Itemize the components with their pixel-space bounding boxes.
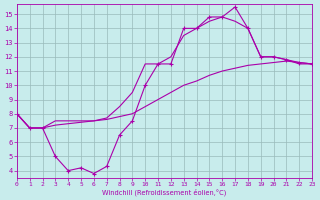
X-axis label: Windchill (Refroidissement éolien,°C): Windchill (Refroidissement éolien,°C)	[102, 188, 227, 196]
